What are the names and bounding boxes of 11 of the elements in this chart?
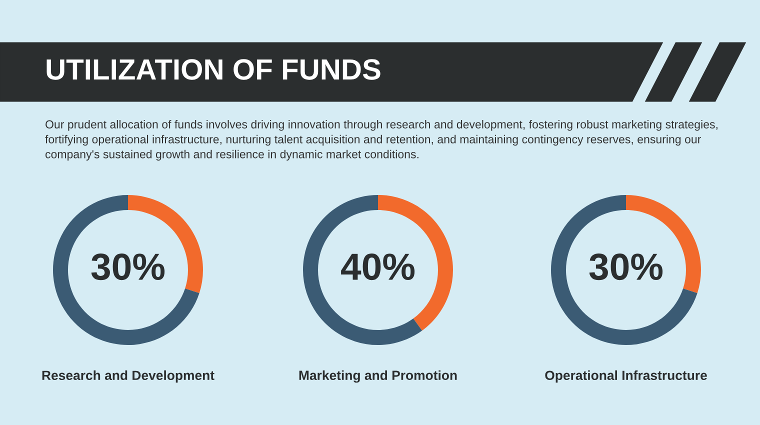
- data-label: 30%: [589, 254, 663, 280]
- text: Our prudent allocation of funds involves driving innovation through research and development, fostering robust marketing strategies, fortifying operational infrastructure, nurturing talent acquisition and retention, and maintaining contingency reserves, ensuring our company's sustained growth and resilience in dynamic market conditions.: [45, 120, 718, 161]
- data-label: 40%: [341, 254, 415, 280]
- text: Operational Infrastructure: [545, 370, 707, 383]
- donut-slice: [303, 195, 422, 345]
- text: UTILIZATION OF FUNDS: [46, 59, 380, 80]
- text: Research and Development: [42, 370, 214, 383]
- donut-slice: [551, 195, 698, 345]
- donut-slice: [53, 195, 200, 345]
- data-label: 30%: [91, 254, 165, 280]
- text: Marketing and Promotion: [299, 370, 457, 383]
